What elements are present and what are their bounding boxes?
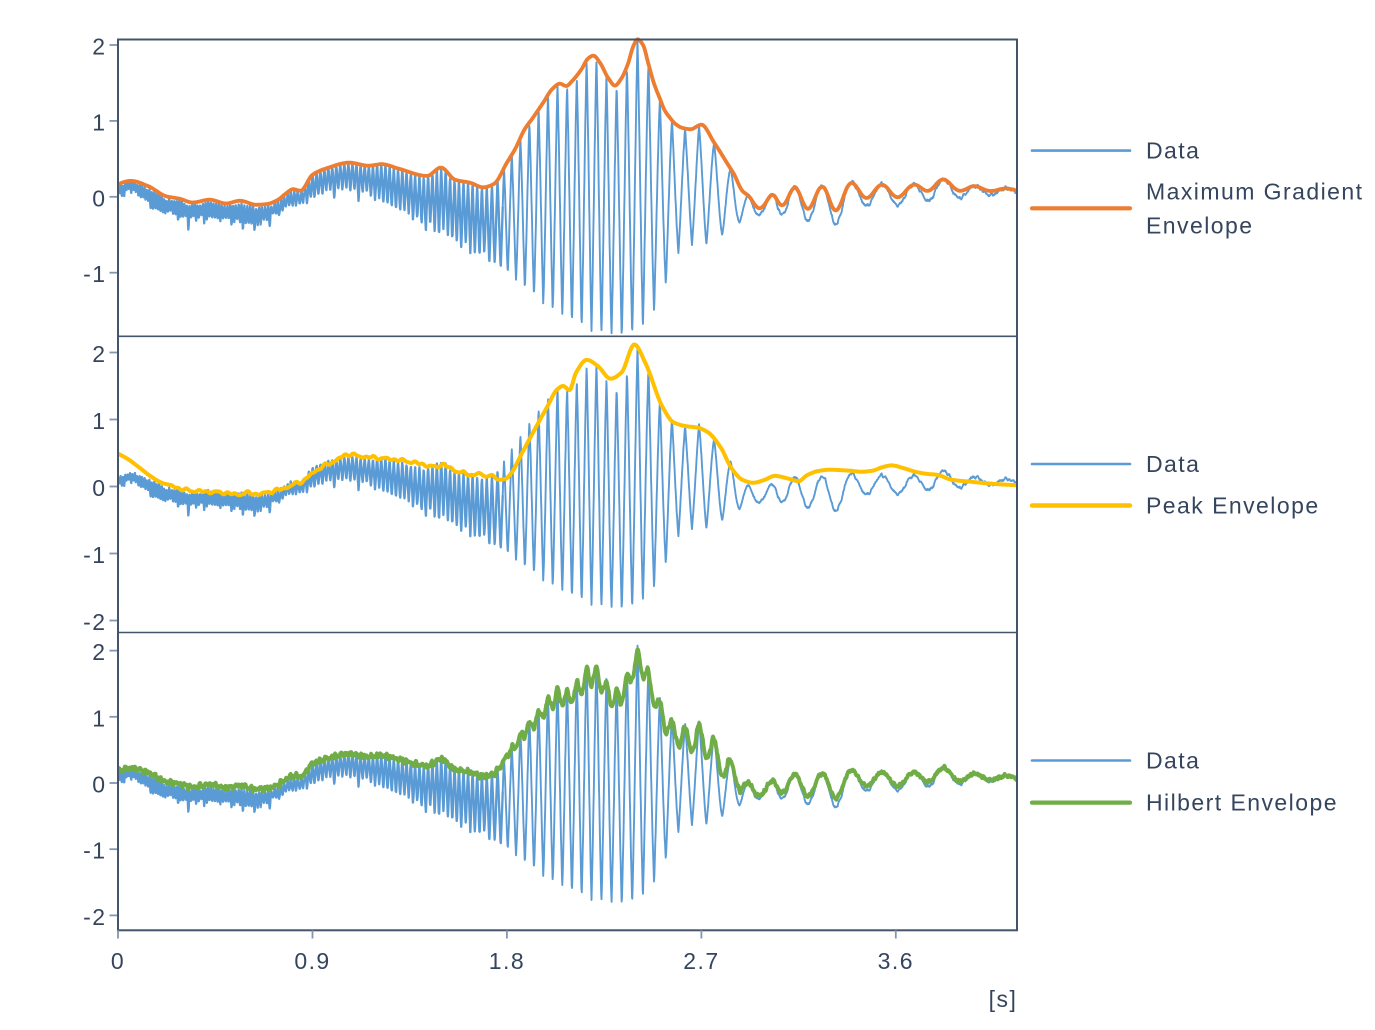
svg-text:Data: Data bbox=[1146, 451, 1200, 477]
svg-text:0: 0 bbox=[92, 475, 106, 501]
svg-text:0: 0 bbox=[111, 948, 125, 974]
svg-text:-2: -2 bbox=[83, 904, 106, 930]
svg-text:-2: -2 bbox=[83, 609, 106, 635]
svg-text:1.8: 1.8 bbox=[489, 948, 525, 974]
svg-text:2: 2 bbox=[92, 341, 106, 367]
svg-text:2: 2 bbox=[92, 34, 106, 60]
svg-text:0: 0 bbox=[92, 772, 106, 798]
svg-text:-1: -1 bbox=[83, 542, 106, 568]
svg-text:2.7: 2.7 bbox=[683, 948, 719, 974]
svg-text:Envelope: Envelope bbox=[1146, 213, 1254, 239]
svg-text:Data: Data bbox=[1146, 748, 1200, 774]
svg-text:-1: -1 bbox=[83, 261, 106, 287]
svg-text:0: 0 bbox=[92, 185, 106, 211]
svg-text:1: 1 bbox=[92, 408, 106, 434]
svg-text:1: 1 bbox=[92, 705, 106, 731]
svg-text:-1: -1 bbox=[83, 838, 106, 864]
svg-text:Data: Data bbox=[1146, 138, 1200, 164]
svg-text:Peak Envelope: Peak Envelope bbox=[1146, 493, 1320, 519]
svg-text:0.9: 0.9 bbox=[294, 948, 330, 974]
svg-text:Maximum Gradient: Maximum Gradient bbox=[1146, 179, 1363, 205]
svg-text:[s]: [s] bbox=[989, 986, 1018, 1012]
svg-text:3.6: 3.6 bbox=[878, 948, 914, 974]
svg-text:2: 2 bbox=[92, 639, 106, 665]
svg-text:Hilbert Envelope: Hilbert Envelope bbox=[1146, 790, 1338, 816]
svg-text:1: 1 bbox=[92, 109, 106, 135]
